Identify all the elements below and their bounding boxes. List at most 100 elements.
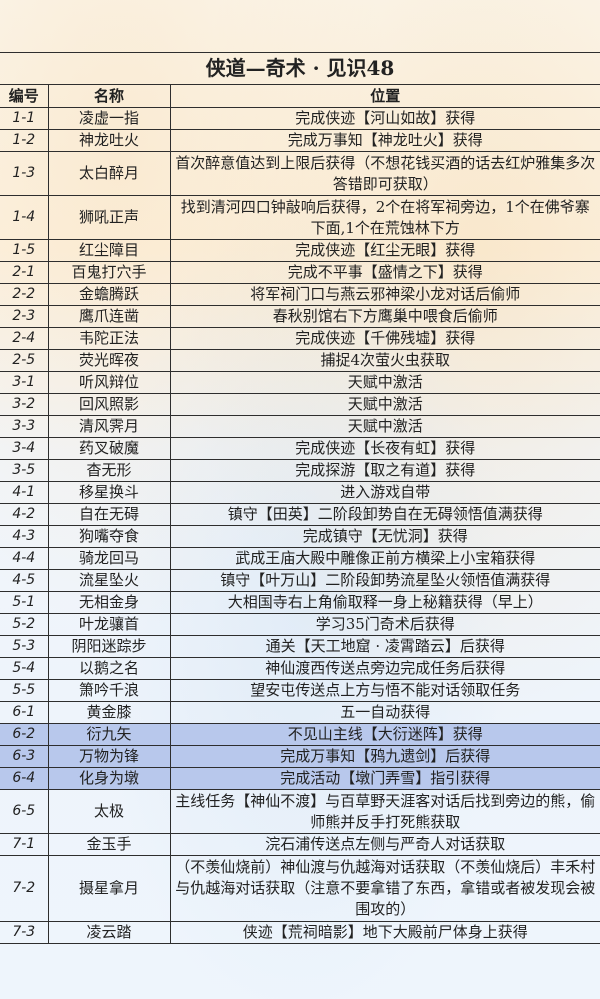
header-location: 位置 [169, 84, 600, 108]
header-name: 名称 [47, 84, 171, 108]
table-row: 3-5 杳无形 完成探游【取之有道】获得 [0, 459, 600, 482]
cell-name: 凌云踏 [47, 921, 171, 944]
cell-location: 完成万事知【神龙吐火】获得 [169, 129, 600, 152]
cell-name: 无相金身 [47, 591, 171, 614]
cell-id: 6-3 [0, 745, 49, 768]
cell-name: 鹰爪连凿 [47, 305, 171, 328]
cell-id: 3-1 [0, 371, 49, 394]
cell-location: 侠迹【荒祠暗影】地下大殿前尸体身上获得 [169, 921, 600, 944]
cell-name: 万物为锋 [47, 745, 171, 768]
table-row: 1-5 红尘障目 完成侠迹【红尘无眼】获得 [0, 239, 600, 262]
cell-id: 1-4 [0, 195, 49, 240]
cell-name: 凌虚一指 [47, 107, 171, 130]
cell-location: 完成万事知【鸦九遗剑】后获得 [169, 745, 600, 768]
cell-id: 1-2 [0, 129, 49, 152]
table-row: 5-2 叶龙骧首 学习35门奇术后获得 [0, 613, 600, 636]
table-row: 4-2 自在无碍 镇守【田英】二阶段卸势自在无碍领悟值满获得 [0, 503, 600, 526]
cell-id: 5-5 [0, 679, 49, 702]
table-row: 7-1 金玉手 浣石浦传送点左侧与严奇人对话获取 [0, 833, 600, 856]
table-row: 5-3 阴阳迷踪步 通关【天工地窟 · 凌霄踏云】后获得 [0, 635, 600, 658]
cell-location: 天赋中激活 [169, 371, 600, 394]
cell-location: 完成侠迹【千佛残墟】获得 [169, 327, 600, 350]
cell-name: 清风霁月 [47, 415, 171, 438]
cell-location: 神仙渡西传送点旁边完成任务后获得 [169, 657, 600, 680]
cell-name: 百鬼打穴手 [47, 261, 171, 284]
cell-location: 镇守【田英】二阶段卸势自在无碍领悟值满获得 [169, 503, 600, 526]
table-row: 7-2 摄星拿月 （不羡仙烧前）神仙渡与仇越海对话获取（不羡仙烧后）丰禾村与仇越海对… [0, 855, 600, 922]
table-row: 3-2 回风照影 天赋中激活 [0, 393, 600, 416]
cell-name: 韦陀正法 [47, 327, 171, 350]
cell-name: 金蟾腾跃 [47, 283, 171, 306]
cell-id: 6-1 [0, 701, 49, 724]
cell-location: 找到清河四口钟敲响后获得，2个在将军祠旁边，1个在佛爷寨下面,1个在荒蚀林下方 [169, 195, 600, 240]
cell-location: 完成不平事【盛情之下】获得 [169, 261, 600, 284]
cell-name: 摄星拿月 [47, 855, 171, 922]
cell-location: 完成活动【墩门弄雪】指引获得 [169, 767, 600, 790]
cell-id: 4-3 [0, 525, 49, 548]
cell-name: 箫吟千浪 [47, 679, 171, 702]
cell-name: 以鹅之名 [47, 657, 171, 680]
table-row: 3-1 听风辩位 天赋中激活 [0, 371, 600, 394]
table-row: 2-3 鹰爪连凿 春秋别馆右下方鹰巢中喂食后偷师 [0, 305, 600, 328]
table-row: 1-3 太白醉月 首次醉意值达到上限后获得（不想花钱买酒的话去红炉雅集多次答错即可获… [0, 151, 600, 196]
table-row: 6-1 黄金膝 五一自动获得 [0, 701, 600, 724]
cell-location: 春秋别馆右下方鹰巢中喂食后偷师 [169, 305, 600, 328]
cell-id: 6-2 [0, 723, 49, 746]
cell-id: 2-4 [0, 327, 49, 350]
cell-id: 1-3 [0, 151, 49, 196]
table-row: 1-2 神龙吐火 完成万事知【神龙吐火】获得 [0, 129, 600, 152]
table-row: 3-3 清风霁月 天赋中激活 [0, 415, 600, 438]
cell-id: 5-1 [0, 591, 49, 614]
cell-name: 移星换斗 [47, 481, 171, 504]
cell-id: 7-3 [0, 921, 49, 944]
header-id: 编号 [0, 84, 49, 108]
table-row: 4-5 流星坠火 镇守【叶万山】二阶段卸势流星坠火领悟值满获得 [0, 569, 600, 592]
cell-location: 完成侠迹【河山如故】获得 [169, 107, 600, 130]
table-row: 1-1 凌虚一指 完成侠迹【河山如故】获得 [0, 107, 600, 130]
cell-location: 镇守【叶万山】二阶段卸势流星坠火领悟值满获得 [169, 569, 600, 592]
cell-id: 7-2 [0, 855, 49, 922]
cell-name: 黄金膝 [47, 701, 171, 724]
cell-id: 2-3 [0, 305, 49, 328]
table-row: 6-4 化身为墩 完成活动【墩门弄雪】指引获得 [0, 767, 600, 790]
cell-location: 武成王庙大殿中雕像正前方横梁上小宝箱获得 [169, 547, 600, 570]
cell-location: 天赋中激活 [169, 415, 600, 438]
cell-name: 阴阳迷踪步 [47, 635, 171, 658]
table-row: 5-1 无相金身 大相国寺右上角偷取释一身上秘籍获得（早上） [0, 591, 600, 614]
cell-name: 狗嘴夺食 [47, 525, 171, 548]
cell-location: 首次醉意值达到上限后获得（不想花钱买酒的话去红炉雅集多次答错即可获取） [169, 151, 600, 196]
cell-location: 学习35门奇术后获得 [169, 613, 600, 636]
cell-id: 5-4 [0, 657, 49, 680]
cell-name: 杳无形 [47, 459, 171, 482]
cell-id: 1-1 [0, 107, 49, 130]
table-row: 6-5 太极 主线任务【神仙不渡】与百草野天涯客对话后找到旁边的熊，偷师熊并反手打死… [0, 789, 600, 834]
table-title: 侠道—奇术 · 见识48 [0, 52, 600, 85]
cell-location: 望安屯传送点上方与悟不能对话领取任务 [169, 679, 600, 702]
cell-name: 自在无碍 [47, 503, 171, 526]
cell-location: 主线任务【神仙不渡】与百草野天涯客对话后找到旁边的熊，偷师熊并反手打死熊获取 [169, 789, 600, 834]
table-row: 4-3 狗嘴夺食 完成镇守【无忧洞】获得 [0, 525, 600, 548]
cell-id: 2-5 [0, 349, 49, 372]
table-row: 7-3 凌云踏 侠迹【荒祠暗影】地下大殿前尸体身上获得 [0, 921, 600, 944]
cell-location: 五一自动获得 [169, 701, 600, 724]
cell-location: 不见山主线【大衍迷阵】获得 [169, 723, 600, 746]
cell-id: 6-4 [0, 767, 49, 790]
cell-location: （不羡仙烧前）神仙渡与仇越海对话获取（不羡仙烧后）丰禾村与仇越海对话获取（注意不… [169, 855, 600, 922]
cell-id: 5-3 [0, 635, 49, 658]
header-row: 编号 名称 位置 [0, 84, 600, 108]
cell-location: 浣石浦传送点左侧与严奇人对话获取 [169, 833, 600, 856]
cell-name: 叶龙骧首 [47, 613, 171, 636]
cell-location: 天赋中激活 [169, 393, 600, 416]
cell-name: 红尘障目 [47, 239, 171, 262]
cell-name: 荧光晖夜 [47, 349, 171, 372]
cell-location: 完成镇守【无忧洞】获得 [169, 525, 600, 548]
cell-name: 神龙吐火 [47, 129, 171, 152]
cell-name: 药叉破魔 [47, 437, 171, 460]
table-row: 2-5 荧光晖夜 捕捉4次萤火虫获取 [0, 349, 600, 372]
cell-id: 1-5 [0, 239, 49, 262]
skills-table: 侠道—奇术 · 见识48 编号 名称 位置 1-1 凌虚一指 完成侠迹【河山如故】获… [0, 52, 600, 944]
cell-location: 大相国寺右上角偷取释一身上秘籍获得（早上） [169, 591, 600, 614]
cell-name: 骑龙回马 [47, 547, 171, 570]
cell-id: 3-5 [0, 459, 49, 482]
cell-id: 4-5 [0, 569, 49, 592]
